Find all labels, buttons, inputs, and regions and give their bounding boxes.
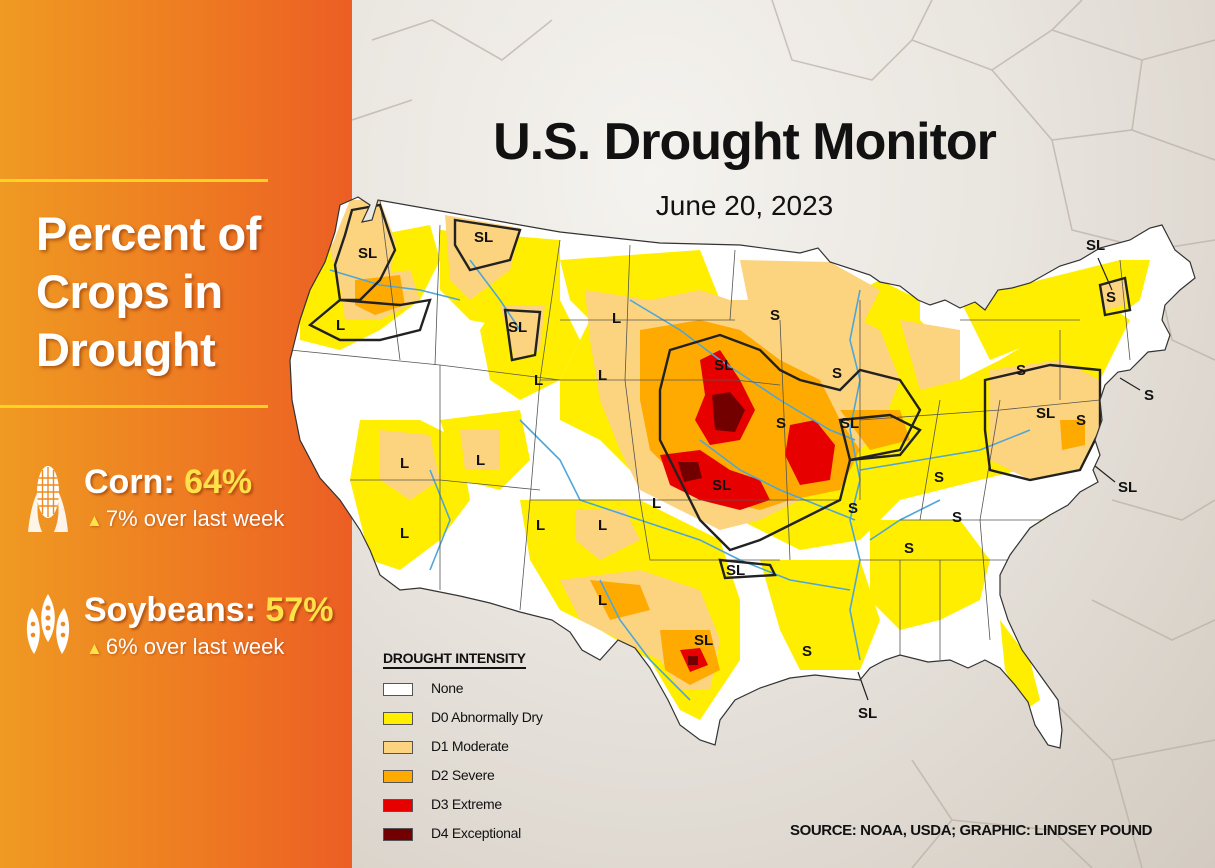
legend-item: D2 Severe <box>383 764 583 793</box>
corn-change: ▲ 7% over last week <box>86 506 284 534</box>
impact-label: S <box>1144 387 1154 404</box>
legend-swatch <box>383 741 413 754</box>
soybean-icon <box>26 594 70 654</box>
impact-label: S <box>802 643 812 660</box>
headline-line: Crops in <box>36 265 223 318</box>
headline-line: Percent of <box>36 207 261 260</box>
impact-label: L <box>400 455 409 472</box>
source-credit: SOURCE: NOAA, USDA; GRAPHIC: LINDSEY POU… <box>790 822 1153 839</box>
change-text: 6% over last week <box>105 634 285 659</box>
soybean-percent: 57% <box>265 591 334 629</box>
legend-label: D2 Severe <box>431 767 495 783</box>
legend-label: D4 Exceptional <box>431 825 521 841</box>
impact-label: SL <box>712 477 731 494</box>
impact-label: SL <box>474 229 493 246</box>
impact-label: S <box>770 307 780 324</box>
leader-lines <box>857 257 1141 701</box>
crack-texture <box>352 0 1215 868</box>
up-triangle-icon: ▲ <box>86 639 103 658</box>
impact-label: L <box>598 517 607 534</box>
impact-label: S <box>904 540 914 557</box>
impact-label: S <box>776 415 786 432</box>
impact-label: S <box>1106 289 1116 306</box>
top-divider <box>0 179 268 182</box>
soybean-label: Soybeans: 57% <box>84 590 333 630</box>
corn-label: Corn: 64% <box>84 462 252 502</box>
impact-label: SL <box>1118 479 1137 496</box>
map-date: June 20, 2023 <box>655 190 834 221</box>
corn-percent: 64% <box>184 463 253 501</box>
impact-label: L <box>536 517 545 534</box>
legend-label: D3 Extreme <box>431 796 502 812</box>
impact-label: S <box>952 509 962 526</box>
crop-name: Corn: <box>84 463 175 501</box>
legend-item: D4 Exceptional <box>383 822 583 851</box>
state-borders <box>290 199 1131 660</box>
impact-label: SL <box>858 705 877 722</box>
d4-areas <box>678 392 745 665</box>
impact-label: SL <box>1036 405 1055 422</box>
up-triangle-icon: ▲ <box>86 511 103 530</box>
panel-headline: Percent of Crops in Drought <box>36 205 336 379</box>
bottom-divider <box>0 405 268 408</box>
impact-label: L <box>612 310 621 327</box>
impact-label: SL <box>840 415 859 432</box>
legend-item: D3 Extreme <box>383 793 583 822</box>
impact-label: S <box>832 365 842 382</box>
legend-label: D1 Moderate <box>431 738 509 754</box>
legend-item: D1 Moderate <box>383 735 583 764</box>
impact-label: SL <box>726 562 745 579</box>
crop-drought-panel: Percent of Crops in Drought Corn: 64% ▲ 7… <box>0 0 352 868</box>
headline-line: Drought <box>36 323 216 376</box>
impact-label: SL <box>694 632 713 649</box>
legend-item: None <box>383 677 583 706</box>
impact-label: SL <box>1086 237 1105 254</box>
impact-label: S <box>934 469 944 486</box>
legend-item: D0 Abnormally Dry <box>383 706 583 735</box>
impact-label: S <box>848 500 858 517</box>
legend-swatch <box>383 683 413 696</box>
legend: DROUGHT INTENSITY None D0 Abnormally Dry… <box>383 650 583 851</box>
impact-label: S <box>1016 362 1026 379</box>
impact-label: SL <box>714 357 733 374</box>
impact-label: S <box>1076 412 1086 429</box>
impact-label: L <box>336 317 345 334</box>
corn-icon <box>28 466 68 532</box>
legend-label: None <box>431 680 464 696</box>
legend-swatch <box>383 770 413 783</box>
impact-label: L <box>598 367 607 384</box>
impact-label: L <box>534 372 543 389</box>
impact-label: L <box>598 592 607 609</box>
impact-label: SL <box>508 319 527 336</box>
legend-swatch <box>383 712 413 725</box>
crop-name: Soybeans: <box>84 591 256 629</box>
impact-label: L <box>400 525 409 542</box>
impact-boundaries <box>307 203 1132 580</box>
soybean-change: ▲ 6% over last week <box>86 634 284 662</box>
legend-label: D0 Abnormally Dry <box>431 709 543 725</box>
change-text: 7% over last week <box>105 506 285 531</box>
impact-label: L <box>476 452 485 469</box>
legend-title: DROUGHT INTENSITY <box>383 650 526 669</box>
map-title: U.S. Drought Monitor <box>493 113 997 171</box>
impact-label: L <box>652 495 661 512</box>
legend-swatch <box>383 828 413 841</box>
impact-label: SL <box>358 245 377 262</box>
legend-swatch <box>383 799 413 812</box>
impact-labels: SL SL SL L SL L L L L L L SL SL L L L L … <box>336 229 1154 722</box>
